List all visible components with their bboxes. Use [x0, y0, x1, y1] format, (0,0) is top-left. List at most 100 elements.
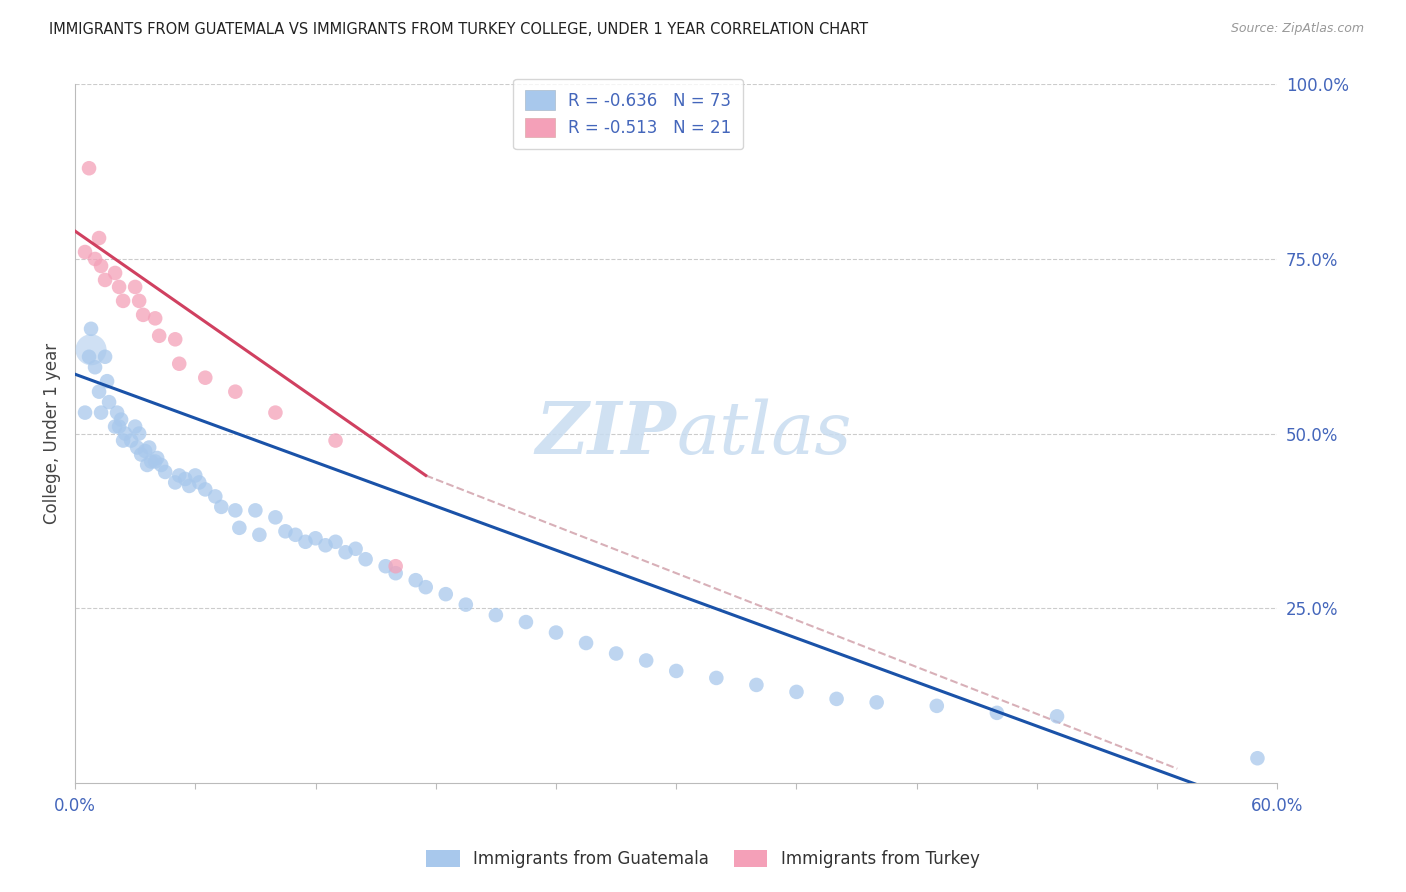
Point [112, 434, 135, 448]
Point [224, 503, 246, 517]
Point [1046, 709, 1069, 723]
Point [294, 534, 316, 549]
Point [228, 521, 250, 535]
Point [304, 531, 326, 545]
Point [224, 384, 246, 399]
Point [110, 412, 132, 426]
Point [1246, 751, 1268, 765]
Point [354, 552, 377, 566]
Point [866, 695, 889, 709]
Point [108, 280, 131, 294]
Point [146, 450, 169, 465]
Y-axis label: College, Under 1 year: College, Under 1 year [44, 343, 60, 524]
Point [415, 580, 437, 594]
Point [104, 266, 127, 280]
Point [120, 434, 142, 448]
Legend: R = -0.636   N = 73, R = -0.513   N = 21: R = -0.636 N = 73, R = -0.513 N = 21 [513, 78, 744, 149]
Point [284, 528, 307, 542]
Point [80, 343, 103, 357]
Point [575, 636, 598, 650]
Point [204, 489, 226, 503]
Point [405, 573, 427, 587]
Point [84, 252, 107, 266]
Point [90, 406, 112, 420]
Point [384, 559, 406, 574]
Point [84, 360, 107, 375]
Point [184, 468, 207, 483]
Point [124, 280, 146, 294]
Point [179, 479, 201, 493]
Point [129, 448, 152, 462]
Point [485, 608, 508, 623]
Point [153, 465, 176, 479]
Point [434, 587, 457, 601]
Point [174, 472, 197, 486]
Point [167, 468, 190, 483]
Point [80, 322, 103, 336]
Point [335, 545, 357, 559]
Point [94, 273, 117, 287]
Point [128, 293, 150, 308]
Point [73, 406, 96, 420]
Point [384, 566, 406, 581]
Point [73, 245, 96, 260]
Point [77, 161, 100, 176]
Point [138, 441, 160, 455]
Point [165, 475, 187, 490]
Point [134, 444, 156, 458]
Point [544, 625, 567, 640]
Point [132, 308, 155, 322]
Point [665, 664, 688, 678]
Point [143, 454, 166, 468]
Point [515, 615, 537, 629]
Point [785, 685, 807, 699]
Point [77, 350, 100, 364]
Point [274, 524, 297, 539]
Point [194, 483, 217, 497]
Point [209, 500, 232, 514]
Point [127, 441, 149, 455]
Point [114, 426, 136, 441]
Legend: Immigrants from Guatemala, Immigrants from Turkey: Immigrants from Guatemala, Immigrants fr… [420, 843, 986, 875]
Point [104, 419, 127, 434]
Point [90, 259, 112, 273]
Point [148, 328, 170, 343]
Point [605, 647, 627, 661]
Point [188, 475, 211, 490]
Text: IMMIGRANTS FROM GUATEMALA VS IMMIGRANTS FROM TURKEY COLLEGE, UNDER 1 YEAR CORREL: IMMIGRANTS FROM GUATEMALA VS IMMIGRANTS … [49, 22, 869, 37]
Text: Source: ZipAtlas.com: Source: ZipAtlas.com [1230, 22, 1364, 36]
Point [825, 692, 848, 706]
Point [264, 510, 287, 524]
Point [247, 528, 270, 542]
Point [112, 293, 135, 308]
Point [344, 541, 367, 556]
Point [150, 458, 173, 472]
Point [108, 419, 131, 434]
Point [245, 503, 267, 517]
Point [325, 534, 347, 549]
Point [325, 434, 347, 448]
Text: atlas: atlas [676, 399, 852, 469]
Point [704, 671, 727, 685]
Point [96, 374, 118, 388]
Point [141, 454, 163, 468]
Point [128, 426, 150, 441]
Point [925, 698, 948, 713]
Point [87, 231, 110, 245]
Point [374, 559, 396, 574]
Point [98, 395, 121, 409]
Point [165, 332, 187, 346]
Point [636, 653, 658, 667]
Point [105, 406, 128, 420]
Point [745, 678, 768, 692]
Point [124, 419, 146, 434]
Point [167, 357, 190, 371]
Point [264, 406, 287, 420]
Point [454, 598, 477, 612]
Text: ZIP: ZIP [536, 398, 676, 469]
Point [986, 706, 1008, 720]
Point [143, 311, 166, 326]
Point [87, 384, 110, 399]
Point [94, 350, 117, 364]
Point [315, 538, 337, 552]
